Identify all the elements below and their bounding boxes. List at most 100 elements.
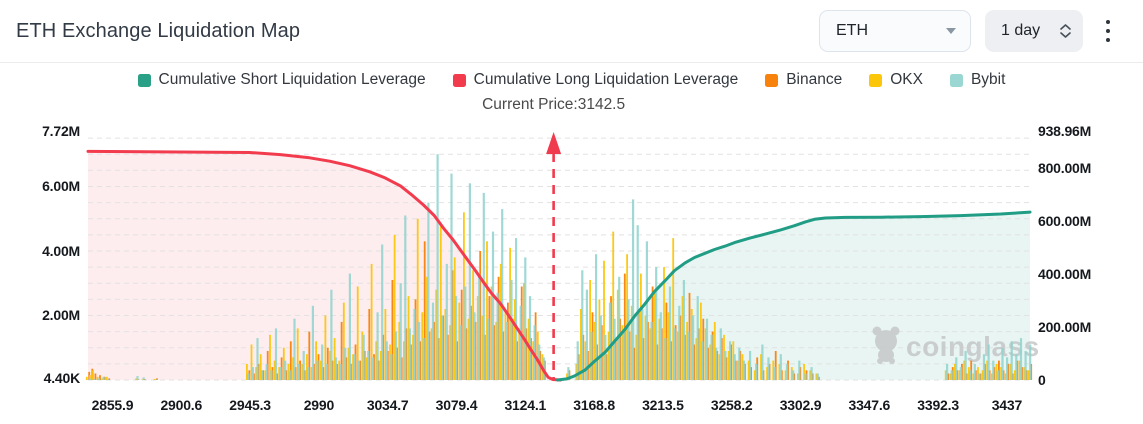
- liquidation-bar: [326, 347, 329, 380]
- liquidation-bar: [319, 360, 322, 380]
- liquidation-bar: [621, 325, 624, 380]
- liquidation-bar: [356, 286, 359, 380]
- liquidation-bar: [715, 347, 718, 380]
- liquidation-bar: [348, 273, 351, 380]
- liquidation-bar: [510, 280, 513, 380]
- liquidation-bar: [265, 363, 268, 380]
- liquidation-bar: [584, 341, 587, 380]
- liquidation-bar: [724, 351, 727, 380]
- liquidation-bar: [273, 360, 276, 380]
- liquidation-bar: [719, 328, 722, 380]
- y-axis-left-tick-label: 2.00M: [42, 307, 80, 324]
- liquidation-bar: [412, 334, 414, 380]
- liquidation-bar: [528, 296, 532, 380]
- liquidation-bar: [247, 373, 250, 380]
- liquidation-bar: [87, 379, 90, 380]
- liquidation-bar: [590, 331, 593, 380]
- liquidation-bar: [370, 263, 373, 380]
- liquidation-bar: [810, 367, 813, 380]
- liquidation-bar: [622, 328, 625, 380]
- liquidation-bar: [992, 360, 995, 380]
- legend-item-okx[interactable]: OKX: [869, 71, 923, 89]
- liquidation-bar: [99, 375, 101, 380]
- liquidation-bar: [453, 257, 456, 380]
- liquidation-bar: [950, 370, 953, 380]
- liquidation-bar: [686, 321, 688, 380]
- liquidation-bar: [366, 357, 368, 380]
- liquidation-bar: [368, 309, 371, 380]
- liquidation-bar: [1019, 338, 1023, 380]
- legend-item-bybit[interactable]: Bybit: [949, 71, 1005, 89]
- liquidation-bar: [816, 373, 819, 380]
- liquidation-bar: [334, 357, 338, 380]
- legend-item-cumulative-short-liquidation-leverage[interactable]: Cumulative Short Liquidation Leverage: [137, 71, 426, 89]
- liquidation-bar: [518, 328, 521, 380]
- liquidation-bar: [92, 370, 94, 380]
- liquidation-bar: [738, 347, 741, 380]
- liquidation-bar: [279, 367, 282, 380]
- interval-select[interactable]: 1 day: [985, 10, 1083, 52]
- liquidation-bar: [261, 370, 264, 380]
- liquidation-bar: [779, 354, 782, 380]
- liquidation-bar: [1000, 367, 1002, 380]
- liquidation-bar: [524, 257, 527, 380]
- current-price-arrowhead-icon: [546, 132, 562, 154]
- liquidation-bar: [650, 321, 653, 380]
- liquidation-bar: [607, 331, 610, 380]
- liquidation-bar: [964, 351, 967, 380]
- liquidation-bar: [459, 325, 462, 380]
- liquidation-bar: [141, 379, 144, 380]
- liquidation-bar: [593, 321, 596, 380]
- liquidation-bar: [390, 354, 393, 380]
- liquidation-bar: [772, 360, 775, 380]
- legend-label: Binance: [786, 71, 843, 88]
- liquidation-bar: [136, 376, 139, 380]
- liquidation-bar: [371, 357, 375, 380]
- short-liquidation-line: [556, 210, 1032, 382]
- liquidation-bar: [105, 376, 108, 380]
- liquidation-bar: [269, 334, 271, 380]
- liquidation-bar: [301, 363, 304, 380]
- liquidation-bar: [1018, 360, 1021, 380]
- liquidation-bar: [288, 370, 291, 380]
- liquidation-bar: [749, 351, 752, 380]
- liquidation-bar: [422, 338, 425, 380]
- liquidation-bar: [987, 344, 990, 380]
- liquidation-bar: [785, 363, 789, 380]
- legend-item-cumulative-long-liquidation-leverage[interactable]: Cumulative Long Liquidation Leverage: [452, 71, 738, 89]
- x-axis-tick-label: 2945.3: [229, 397, 271, 413]
- liquidation-bar: [101, 378, 104, 380]
- liquidation-bar: [959, 367, 962, 380]
- liquidation-bar: [362, 334, 365, 380]
- liquidation-bar: [641, 309, 644, 380]
- liquidation-bar: [1004, 373, 1007, 380]
- liquidation-bar: [681, 296, 684, 380]
- liquidation-bar: [439, 225, 442, 380]
- symbol-select[interactable]: ETH: [819, 10, 971, 52]
- legend-swatch: [137, 73, 151, 87]
- liquidation-bar: [476, 296, 479, 380]
- legend-label: OKX: [890, 71, 923, 88]
- liquidation-bar: [339, 363, 342, 380]
- liquidation-bar: [321, 344, 324, 380]
- liquidation-bar: [627, 299, 630, 380]
- liquidation-bar: [977, 367, 979, 380]
- kebab-menu-icon[interactable]: [1099, 10, 1117, 52]
- liquidation-bar: [653, 292, 656, 380]
- liquidation-bar: [589, 280, 591, 380]
- liquidation-bar: [613, 318, 616, 380]
- liquidation-bar: [426, 276, 428, 380]
- liquidation-bar: [655, 267, 658, 380]
- liquidation-bar: [472, 270, 474, 380]
- liquidation-bar: [94, 373, 97, 380]
- liquidation-bar: [107, 379, 110, 380]
- liquidation-bar: [108, 378, 111, 380]
- liquidation-bar: [784, 370, 787, 380]
- liquidation-bar: [677, 331, 679, 380]
- y-axis-left-tick-label: 4.00M: [42, 242, 80, 259]
- legend-item-binance[interactable]: Binance: [765, 71, 842, 89]
- liquidation-bar: [644, 315, 647, 380]
- x-axis-tick-label: 3258.2: [710, 397, 753, 413]
- liquidation-bar: [413, 309, 416, 380]
